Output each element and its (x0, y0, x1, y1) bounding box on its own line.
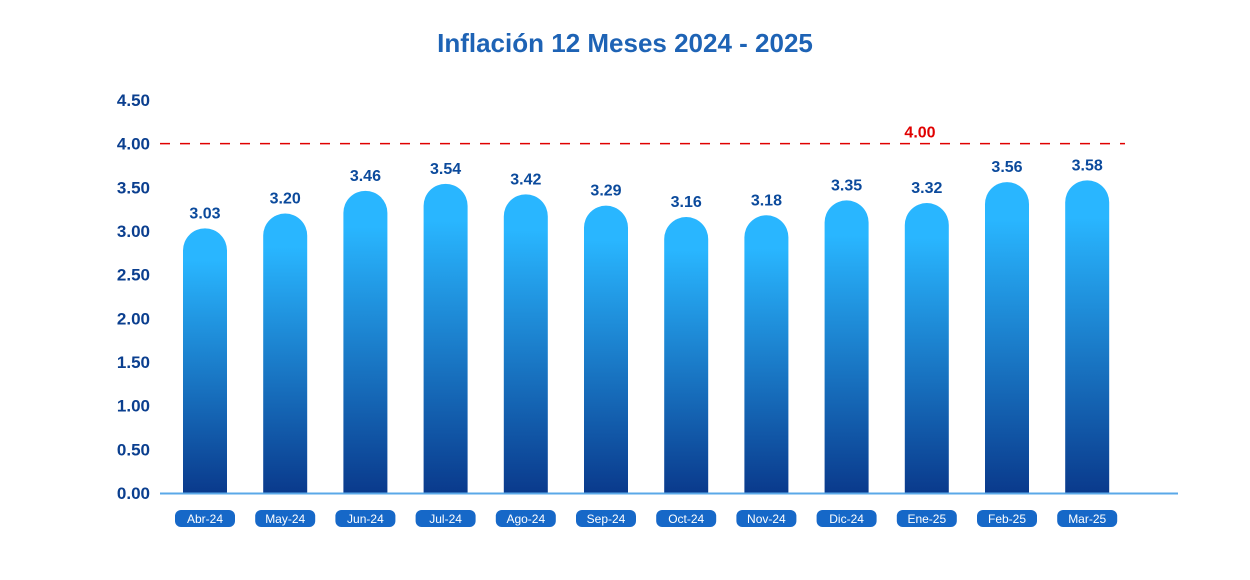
x-tick-label: Dic-24 (829, 512, 864, 526)
x-tick-pill (576, 510, 636, 527)
y-tick-label: 4.50 (117, 91, 150, 110)
x-tick-pill (255, 510, 316, 527)
data-label: 3.29 (590, 183, 621, 200)
data-label: 3.58 (1072, 157, 1103, 174)
x-tick-pill (175, 510, 235, 527)
data-label: 3.35 (831, 177, 862, 194)
x-tick-label: Ago-24 (506, 512, 545, 526)
x-tick-pill (335, 510, 396, 527)
x-tick-label: Abr-24 (187, 512, 223, 526)
bar (503, 194, 548, 493)
y-tick-label: 4.00 (117, 135, 150, 154)
bar (423, 183, 468, 493)
data-label: 3.42 (510, 171, 541, 188)
x-tick-label: Ene-25 (907, 512, 946, 526)
x-tick-pill (736, 510, 797, 527)
bar (664, 217, 709, 493)
x-tick-label: Feb-25 (988, 512, 1026, 526)
data-label: 3.54 (430, 161, 461, 178)
x-tick-label: Jul-24 (429, 512, 462, 526)
x-tick-label: Mar-25 (1068, 512, 1106, 526)
bar (1065, 180, 1110, 493)
bar (904, 203, 949, 493)
x-tick-label: Nov-24 (747, 512, 786, 526)
x-tick-pill (896, 510, 957, 527)
data-label: 3.03 (189, 205, 220, 222)
data-label: 3.46 (350, 168, 381, 185)
reference-line-label: 4.00 (904, 125, 935, 142)
bar (183, 228, 227, 494)
bar (343, 190, 388, 494)
x-tick-pill (415, 510, 476, 527)
bar (263, 213, 308, 493)
bar (824, 200, 869, 493)
bar (985, 182, 1029, 494)
y-tick-label: 3.50 (117, 178, 150, 197)
x-tick-pill (656, 510, 717, 527)
y-tick-label: 0.50 (117, 440, 150, 459)
x-tick-label: Sep-24 (587, 512, 626, 526)
x-tick-pill (495, 510, 556, 527)
bar (584, 205, 628, 493)
data-label: 3.56 (991, 159, 1022, 176)
bar (744, 215, 789, 493)
data-label: 3.18 (751, 192, 782, 209)
x-tick-label: Jun-24 (347, 512, 384, 526)
y-tick-label: 0.00 (117, 484, 150, 503)
data-label: 3.32 (911, 180, 942, 197)
x-tick-label: May-24 (265, 512, 305, 526)
x-tick-pill (977, 510, 1037, 527)
x-tick-pill (816, 510, 877, 527)
chart-title: Inflación 12 Meses 2024 - 2025 (437, 28, 813, 58)
y-tick-label: 2.00 (117, 309, 150, 328)
y-tick-label: 1.00 (117, 397, 150, 416)
data-label: 3.16 (671, 194, 702, 211)
y-tick-label: 3.00 (117, 222, 150, 241)
y-tick-label: 1.50 (117, 353, 150, 372)
x-tick-pill (1057, 510, 1118, 527)
x-tick-label: Oct-24 (668, 512, 704, 526)
y-tick-label: 2.50 (117, 266, 150, 285)
data-label: 3.20 (270, 191, 301, 208)
